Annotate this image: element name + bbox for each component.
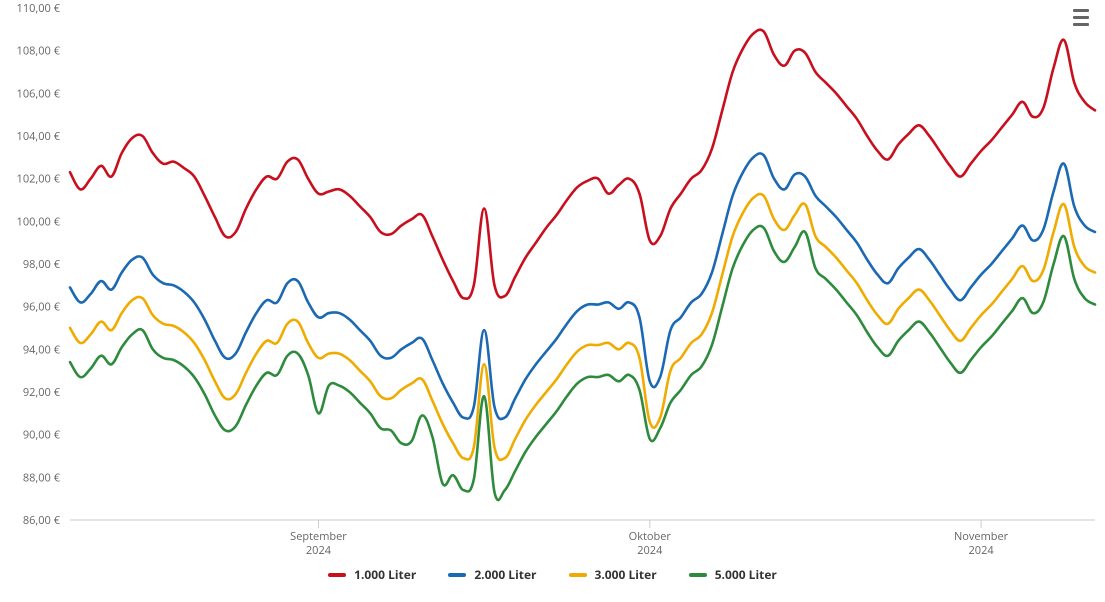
series-line[interactable]: [70, 226, 1095, 500]
y-tick-label: 92,00 €: [23, 385, 61, 400]
y-tick-label: 100,00 €: [17, 214, 61, 229]
x-tick-label-month: Oktober: [629, 529, 672, 544]
x-tick-label-year: 2024: [637, 543, 663, 558]
legend-swatch: [448, 573, 466, 577]
legend-swatch: [569, 573, 587, 577]
legend-swatch: [689, 573, 707, 577]
x-tick-label-year: 2024: [969, 543, 995, 558]
y-tick-label: 88,00 €: [23, 470, 61, 485]
y-tick-label: 94,00 €: [23, 342, 61, 357]
legend-swatch: [328, 573, 346, 577]
y-tick-label: 98,00 €: [23, 257, 61, 272]
y-tick-label: 104,00 €: [17, 129, 61, 144]
legend-label: 3.000 Liter: [595, 566, 657, 583]
y-tick-label: 108,00 €: [17, 44, 61, 59]
legend-item[interactable]: 3.000 Liter: [569, 566, 657, 583]
x-tick-label-month: September: [290, 529, 347, 544]
legend-label: 2.000 Liter: [474, 566, 536, 583]
y-tick-label: 90,00 €: [23, 428, 61, 443]
legend-label: 5.000 Liter: [715, 566, 777, 583]
y-tick-label: 106,00 €: [17, 86, 61, 101]
chart-legend: 1.000 Liter 2.000 Liter 3.000 Liter 5.000 L…: [0, 560, 1105, 583]
x-tick-label-year: 2024: [306, 543, 332, 558]
x-tick-label-month: November: [954, 529, 1009, 544]
price-line-chart: 86,00 € 88,00 € 90,00 € 92,00 € 94,00 € 96,00…: [0, 0, 1105, 560]
legend-item[interactable]: 1.000 Liter: [328, 566, 416, 583]
legend-item[interactable]: 5.000 Liter: [689, 566, 777, 583]
y-tick-label: 110,00 €: [17, 1, 61, 16]
legend-label: 1.000 Liter: [354, 566, 416, 583]
y-tick-label: 96,00 €: [23, 300, 61, 315]
price-chart-container: 86,00 € 88,00 € 90,00 € 92,00 € 94,00 € 96,00…: [0, 0, 1105, 602]
chart-menu-button[interactable]: [1069, 6, 1093, 28]
legend-item[interactable]: 2.000 Liter: [448, 566, 536, 583]
y-tick-label: 86,00 €: [23, 513, 61, 528]
series-line[interactable]: [70, 30, 1095, 299]
y-tick-label: 102,00 €: [17, 172, 61, 187]
